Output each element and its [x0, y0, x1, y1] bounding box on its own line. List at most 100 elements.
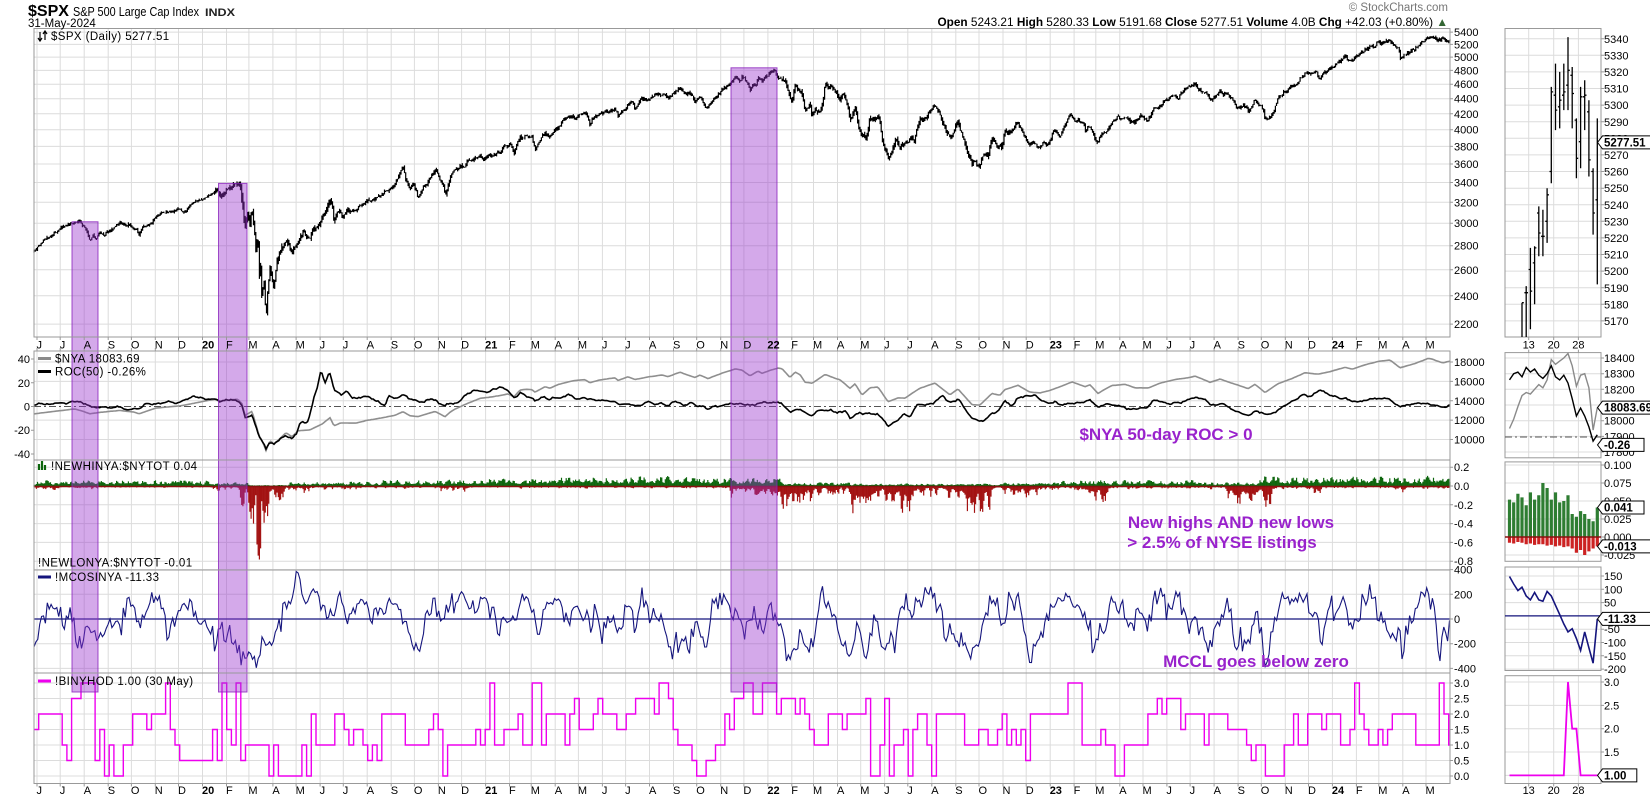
- svg-text:A: A: [1119, 785, 1127, 797]
- svg-text:!MCOSINYA -11.33: !MCOSINYA -11.33: [55, 572, 159, 584]
- svg-text:-200: -200: [1604, 664, 1626, 676]
- svg-text:O: O: [696, 785, 705, 797]
- svg-text:J: J: [320, 785, 326, 797]
- svg-text:S: S: [955, 340, 962, 352]
- svg-text:28: 28: [1572, 340, 1584, 352]
- svg-text:5170: 5170: [1604, 316, 1628, 328]
- svg-text:© StockCharts.com: © StockCharts.com: [1349, 2, 1448, 14]
- svg-text:5320: 5320: [1604, 67, 1628, 79]
- svg-text:J: J: [37, 785, 43, 797]
- svg-text:-0.013: -0.013: [1604, 541, 1637, 553]
- svg-text:D: D: [178, 785, 186, 797]
- svg-text:5340: 5340: [1604, 34, 1628, 46]
- svg-text:M: M: [1095, 340, 1104, 352]
- svg-text:A: A: [837, 340, 845, 352]
- svg-text:A: A: [1402, 785, 1410, 797]
- svg-text:A: A: [649, 340, 657, 352]
- svg-text:4000: 4000: [1454, 125, 1478, 137]
- svg-text:A: A: [1402, 340, 1410, 352]
- svg-text:-0.8: -0.8: [1454, 556, 1473, 568]
- svg-text:5190: 5190: [1604, 283, 1628, 295]
- svg-text:F: F: [509, 340, 516, 352]
- svg-text:M: M: [860, 785, 869, 797]
- svg-text:1.0: 1.0: [1454, 740, 1469, 752]
- svg-text:0: 0: [1454, 614, 1460, 626]
- svg-text:M: M: [296, 785, 305, 797]
- svg-text:3200: 3200: [1454, 197, 1478, 209]
- svg-text:D: D: [743, 785, 751, 797]
- svg-text:J: J: [884, 785, 890, 797]
- svg-text:S: S: [673, 785, 680, 797]
- svg-text:M: M: [248, 785, 257, 797]
- svg-text:N: N: [720, 785, 728, 797]
- svg-text:5290: 5290: [1604, 117, 1628, 129]
- svg-text:2.5: 2.5: [1604, 700, 1619, 712]
- svg-text:4200: 4200: [1454, 109, 1478, 121]
- svg-text:16000: 16000: [1454, 376, 1485, 388]
- svg-text:100: 100: [1604, 584, 1622, 596]
- svg-text:A: A: [272, 785, 280, 797]
- svg-text:24: 24: [1332, 785, 1345, 797]
- svg-text:20: 20: [202, 785, 214, 797]
- svg-text:28: 28: [1572, 785, 1584, 797]
- svg-text:4800: 4800: [1454, 65, 1478, 77]
- svg-text:-0.6: -0.6: [1454, 537, 1473, 549]
- svg-text:5330: 5330: [1604, 50, 1628, 62]
- svg-text:$SPX (Daily) 5277.51: $SPX (Daily) 5277.51: [51, 31, 170, 43]
- svg-text:23: 23: [1050, 340, 1062, 352]
- svg-text:A: A: [367, 785, 375, 797]
- svg-text:J: J: [907, 785, 913, 797]
- svg-text:M: M: [578, 340, 587, 352]
- svg-text:O: O: [131, 340, 140, 352]
- svg-text:0.100: 0.100: [1604, 460, 1632, 472]
- svg-text:A: A: [931, 785, 939, 797]
- svg-text:22: 22: [767, 785, 779, 797]
- svg-text:F: F: [1356, 785, 1363, 797]
- svg-text:5310: 5310: [1604, 84, 1628, 96]
- svg-text:D: D: [1308, 340, 1316, 352]
- svg-text:N: N: [438, 340, 446, 352]
- svg-text:A: A: [555, 340, 563, 352]
- svg-text:M: M: [1426, 785, 1435, 797]
- svg-text:J: J: [60, 785, 65, 797]
- svg-text:-11.33: -11.33: [1604, 614, 1636, 626]
- svg-text:S: S: [673, 340, 680, 352]
- svg-text:D: D: [178, 340, 186, 352]
- svg-text:!BINYHOD 1.00 (30 May): !BINYHOD 1.00 (30 May): [55, 676, 194, 688]
- svg-text:21: 21: [485, 340, 497, 352]
- svg-text:S: S: [108, 785, 115, 797]
- svg-text:O: O: [1261, 785, 1270, 797]
- svg-text:5270: 5270: [1604, 150, 1628, 162]
- svg-text:20: 20: [1548, 785, 1560, 797]
- svg-text:O: O: [131, 785, 140, 797]
- svg-text:1.00: 1.00: [1604, 770, 1626, 782]
- svg-text:14000: 14000: [1454, 396, 1485, 408]
- svg-text:S: S: [391, 785, 398, 797]
- svg-text:2400: 2400: [1454, 291, 1478, 303]
- svg-text:0.0: 0.0: [1454, 481, 1469, 493]
- svg-text:-100: -100: [1604, 638, 1626, 650]
- svg-text:18000: 18000: [1454, 357, 1485, 369]
- svg-text:-400: -400: [1454, 663, 1476, 675]
- svg-text:2600: 2600: [1454, 265, 1478, 277]
- svg-text:22: 22: [767, 340, 779, 352]
- svg-text:M: M: [1143, 785, 1152, 797]
- svg-text:M: M: [860, 340, 869, 352]
- svg-text:13: 13: [1523, 785, 1535, 797]
- svg-text:5220: 5220: [1604, 233, 1628, 245]
- svg-text:F: F: [791, 785, 798, 797]
- svg-text:D: D: [1026, 340, 1034, 352]
- svg-text:O: O: [979, 340, 988, 352]
- svg-text:J: J: [343, 785, 349, 797]
- svg-text:5200: 5200: [1604, 266, 1628, 278]
- svg-text:F: F: [226, 785, 233, 797]
- svg-text:5230: 5230: [1604, 216, 1628, 228]
- svg-text:A: A: [555, 785, 563, 797]
- svg-text:M: M: [578, 785, 587, 797]
- svg-text:13: 13: [1523, 340, 1535, 352]
- svg-text:150: 150: [1604, 571, 1622, 583]
- svg-text:3.0: 3.0: [1454, 678, 1469, 690]
- svg-text:A: A: [1119, 340, 1127, 352]
- svg-text:S: S: [108, 340, 115, 352]
- svg-text:D: D: [461, 785, 469, 797]
